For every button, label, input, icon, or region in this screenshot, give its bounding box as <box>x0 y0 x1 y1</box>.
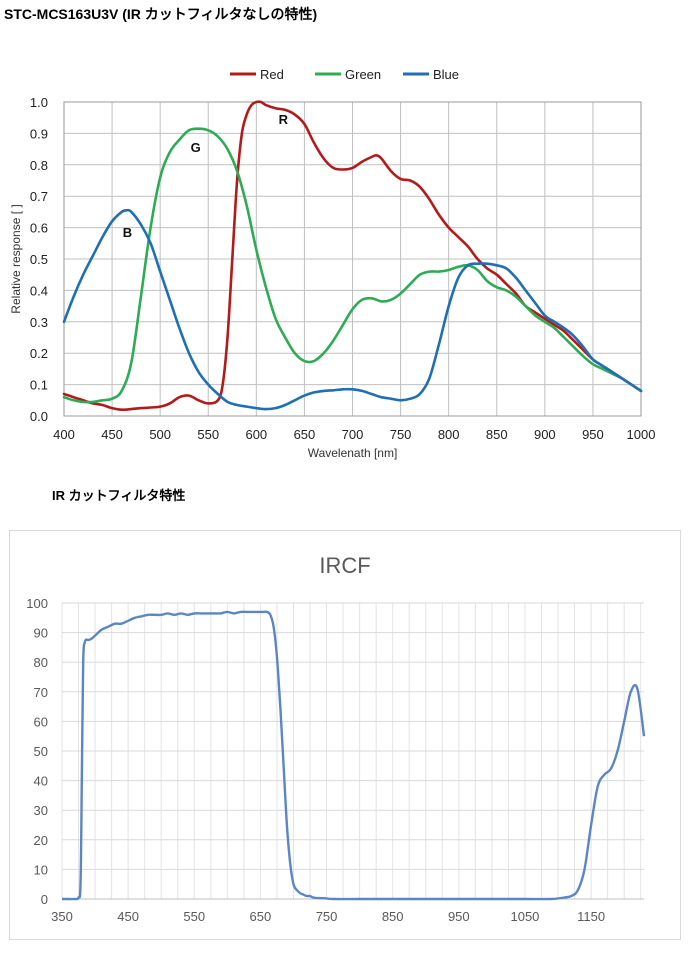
y-tick-label: 0.8 <box>30 158 48 173</box>
y-tick-label: 20 <box>34 833 48 848</box>
legend-label-red: Red <box>260 67 284 82</box>
legend-label-green: Green <box>345 67 381 82</box>
y-tick-label: 70 <box>34 685 48 700</box>
x-tick-label: 850 <box>486 427 508 442</box>
chart-title: IRCF <box>319 553 370 578</box>
annotation-b: B <box>123 225 132 240</box>
x-tick-label: 800 <box>438 427 460 442</box>
series-line-red <box>62 100 643 412</box>
series-line-green <box>62 127 643 404</box>
annotation-r: R <box>279 112 289 127</box>
y-tick-label: 0.6 <box>30 221 48 236</box>
y-tick-label: 30 <box>34 803 48 818</box>
y-tick-label: 0.4 <box>30 283 48 298</box>
y-tick-label: 10 <box>34 862 48 877</box>
y-tick-label: 0.3 <box>30 315 48 330</box>
y-tick-label: 50 <box>34 744 48 759</box>
y-tick-label: 0.7 <box>30 189 48 204</box>
series-line-ircf <box>62 610 646 901</box>
x-tick-label: 1150 <box>577 909 605 924</box>
x-tick-label: 350 <box>51 909 73 924</box>
x-tick-label: 600 <box>245 427 267 442</box>
series-line-blue <box>62 208 643 411</box>
y-tick-label: 1.0 <box>30 95 48 110</box>
y-tick-label: 60 <box>34 714 48 729</box>
y-tick-label: 0.1 <box>30 378 48 393</box>
x-axis-label: Wavelenath [nm] <box>308 446 398 460</box>
y-tick-label: 0 <box>41 892 48 907</box>
x-tick-label: 550 <box>183 909 205 924</box>
x-tick-label: 500 <box>149 427 171 442</box>
y-tick-label: 90 <box>34 626 48 641</box>
x-tick-label: 950 <box>582 427 604 442</box>
x-tick-label: 400 <box>53 427 75 442</box>
y-tick-label: 100 <box>26 596 48 611</box>
x-tick-label: 1000 <box>627 427 656 442</box>
section2-title: IR カットフィルタ特性 <box>52 488 186 503</box>
y-tick-label: 0.5 <box>30 252 48 267</box>
plot-area-border <box>63 101 642 417</box>
y-tick-label: 40 <box>34 774 48 789</box>
x-tick-label: 1050 <box>510 909 539 924</box>
x-tick-label: 550 <box>197 427 219 442</box>
y-tick-label: 0.2 <box>30 346 48 361</box>
spectral-response-chart: 400 450 500 550 600 650 700 750 800 850 900 950 1000… <box>9 67 656 460</box>
x-tick-label: 900 <box>534 427 556 442</box>
x-tick-label: 750 <box>316 909 338 924</box>
y-tick-label: 80 <box>34 655 48 670</box>
annotation-g: G <box>191 140 201 155</box>
y-axis-label: Relative response [ ] <box>9 204 23 313</box>
ircf-chart: IRCF 350 450 550 650 750 850 950 1050 1150 0 10 20 30… <box>26 553 646 924</box>
y-tick-label: 0.9 <box>30 126 48 141</box>
x-tick-label: 850 <box>382 909 404 924</box>
ircf-chart-frame: IRCF 350 450 550 650 750 850 950 1050 1150 0 10 20 30… <box>9 530 681 940</box>
page-title: STC-MCS163U3V (IR カットフィルタなしの特性) <box>4 6 318 22</box>
x-tick-label: 650 <box>250 909 272 924</box>
legend-label-blue: Blue <box>433 67 459 82</box>
x-tick-label: 950 <box>448 909 470 924</box>
y-tick-label: 0.0 <box>30 409 48 424</box>
x-tick-label: 700 <box>342 427 364 442</box>
x-tick-label: 750 <box>390 427 412 442</box>
x-tick-label: 650 <box>294 427 316 442</box>
x-tick-label: 450 <box>101 427 123 442</box>
x-tick-label: 450 <box>117 909 139 924</box>
